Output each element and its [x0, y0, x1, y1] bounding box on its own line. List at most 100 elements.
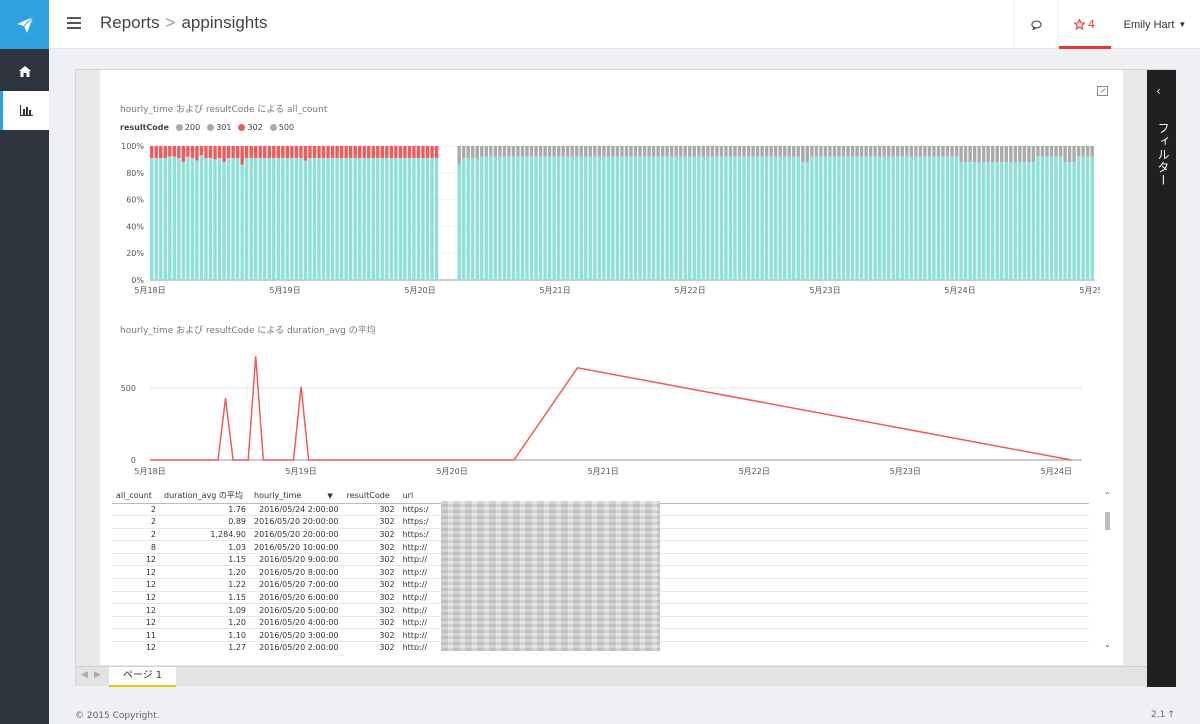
bar-segment-main [317, 158, 321, 280]
table-cell: 302 [342, 553, 399, 567]
bar-segment-main [235, 158, 240, 280]
bar-segment-main [312, 158, 317, 280]
bar-segment-top [281, 146, 285, 159]
bar-segment-main [244, 158, 249, 280]
legend-item-302[interactable]: 302 [238, 123, 263, 132]
legend-item-301[interactable]: 301 [207, 123, 231, 132]
bar-segment-top [896, 146, 900, 157]
left-rail [0, 0, 49, 724]
x-tick-label: 5月18日 [134, 467, 165, 476]
bar-segment-main [900, 156, 904, 280]
bar-segment-top [258, 146, 262, 159]
filter-panel[interactable]: ‹ フィルター [1147, 70, 1176, 687]
bar-segment-top [190, 146, 195, 159]
bar-segment-main [688, 156, 692, 280]
table-cell: 1.03 [160, 540, 250, 554]
breadcrumb-appinsights: appinsights [181, 13, 268, 32]
bar-segment-top [240, 146, 244, 165]
bar-segment-top [231, 146, 235, 159]
column-header[interactable]: all_count [112, 488, 160, 504]
bar-segment-top [909, 146, 914, 157]
tab-page-1[interactable]: ページ 1 [109, 667, 176, 687]
bar-segment-top [181, 146, 186, 163]
bar-segment-main [660, 156, 665, 280]
sort-desc-icon[interactable]: ▼ [327, 491, 333, 500]
hamburger-menu-icon[interactable] [67, 17, 81, 29]
sidebar-item-reports[interactable] [0, 91, 49, 130]
legend-item-500[interactable]: 500 [269, 123, 294, 132]
column-label: url [402, 490, 414, 500]
bar-segment-main [507, 156, 511, 280]
bar-segment-top [660, 146, 665, 157]
y-tick-label: 20% [126, 249, 144, 258]
bar-segment-top [1067, 146, 1072, 163]
bar-segment-top [253, 146, 258, 159]
column-header[interactable]: resultCode [342, 488, 399, 504]
breadcrumb-reports[interactable]: Reports [100, 13, 160, 32]
bar-segment-top [882, 146, 886, 157]
bar-segment-top [263, 146, 267, 159]
bar-segment-main [814, 156, 819, 280]
table-row[interactable]: 12 1.27 2016/05/20 2:00:00 302 http:// [112, 641, 1089, 650]
bar-segment-main [927, 156, 932, 280]
focus-mode-icon[interactable] [1097, 86, 1108, 96]
bar-segment-top [597, 146, 602, 157]
bar-segment-main [1000, 162, 1004, 280]
legend-dot-200 [175, 124, 183, 131]
bar-segment-top [493, 146, 498, 157]
bar-segment-main [217, 158, 222, 280]
bar-segment-main [1027, 162, 1031, 280]
bar-segment-top [475, 146, 479, 160]
next-page-icon[interactable]: ▶ [94, 670, 101, 680]
column-header[interactable]: duration_avg の平均 [160, 488, 250, 504]
table-cell: 12 [112, 565, 160, 580]
bar-segment-main [308, 158, 312, 280]
bar-segment-main [801, 162, 805, 280]
legend-title: resultCode [120, 123, 169, 132]
scroll-up-icon[interactable]: ⌃ [1104, 491, 1111, 500]
chat-button[interactable] [1013, 0, 1058, 49]
bar-segment-main [932, 156, 936, 280]
sidebar-item-home[interactable] [0, 52, 49, 91]
bar-segment-main [1090, 156, 1094, 280]
bar-segment-main [195, 160, 199, 280]
column-header[interactable]: url [398, 488, 1089, 504]
bar-segment-main [742, 156, 746, 280]
table-scrollbar[interactable]: ⌃ ⌄ [1103, 491, 1113, 649]
bar-segment-main [190, 158, 195, 280]
bar-segment-top [755, 146, 760, 157]
bar-segment-top [385, 146, 389, 159]
bar-segment-top [891, 146, 895, 157]
legend-item-200[interactable]: 200 [175, 123, 200, 132]
bar-segment-main [733, 156, 737, 280]
logo[interactable] [0, 0, 49, 49]
scroll-down-icon[interactable]: ⌄ [1104, 640, 1111, 649]
bar-segment-top [213, 146, 217, 160]
bar-segment-top [923, 146, 927, 157]
bar-segment-top [321, 146, 326, 159]
bar-segment-main [909, 156, 914, 280]
bar-segment-top [642, 146, 647, 157]
bar-segment-main [394, 158, 398, 280]
bar-segment-top [1085, 146, 1090, 157]
bar-segment-top [624, 146, 629, 157]
bar-segment-top [701, 146, 706, 157]
bar-segment-main [376, 158, 380, 280]
chevron-left-icon[interactable]: ‹ [1156, 84, 1161, 98]
bar-segment-main [1013, 162, 1018, 280]
bar-segment-top [330, 146, 335, 159]
bar-segment-top [683, 146, 687, 157]
table-cell: 2 [112, 503, 160, 517]
column-label: resultCode [346, 490, 390, 500]
column-header[interactable]: hourly_time ▼ [250, 488, 343, 504]
y-tick-label: 500 [121, 384, 136, 393]
scroll-thumb[interactable] [1105, 512, 1110, 530]
favorites-button[interactable]: 4 [1058, 0, 1111, 49]
prev-page-icon[interactable]: ◀ [81, 670, 88, 680]
user-menu[interactable]: Emily Hart ▼ [1110, 0, 1200, 49]
bar-segment-main [430, 158, 434, 280]
bar-segment-main [538, 156, 543, 280]
bar-segment-top [877, 146, 882, 157]
bar-segment-main [253, 158, 258, 280]
arrow-up-icon[interactable]: ↑ [1167, 710, 1175, 720]
